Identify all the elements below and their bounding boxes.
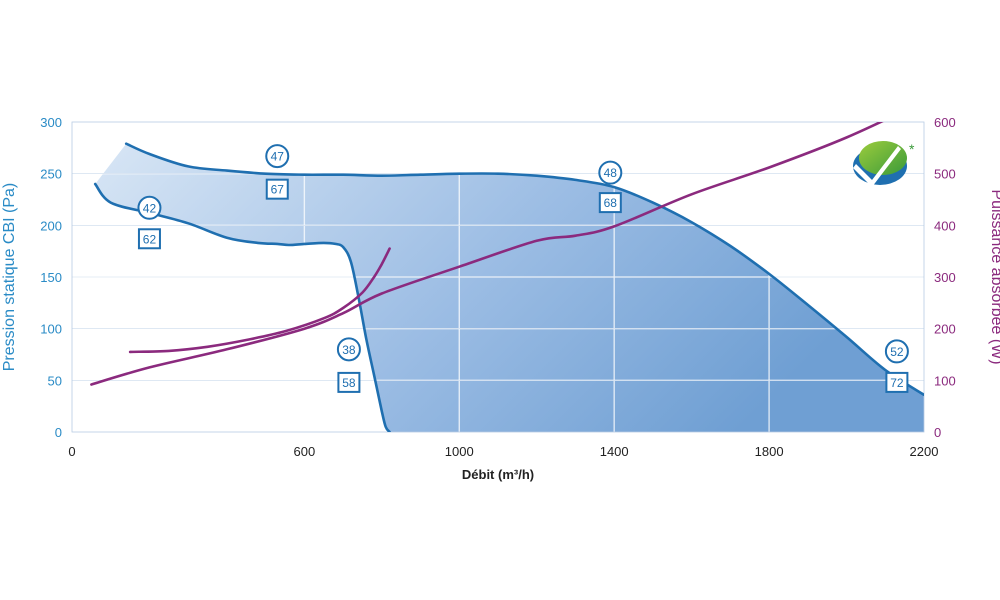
y-tick-left: 0 (55, 425, 62, 440)
marker-label: 58 (342, 376, 356, 390)
x-tick: 600 (294, 444, 316, 459)
operating-area (95, 143, 924, 432)
marker-label: 42 (143, 201, 157, 215)
marker-label: 47 (271, 150, 285, 164)
marker-circle: 47 (265, 144, 290, 169)
y-tick-right: 300 (934, 270, 956, 285)
marker-label: 67 (271, 183, 285, 197)
marker-label: 38 (342, 343, 356, 357)
x-tick: 1400 (600, 444, 629, 459)
pressure-curve-max (124, 142, 924, 397)
y-tick-left: 100 (40, 322, 62, 337)
y-tick-right: 500 (934, 167, 956, 182)
x-tick: 2200 (910, 444, 939, 459)
marker-square: 72 (885, 371, 909, 393)
marker-circle: 42 (137, 195, 162, 220)
plot-frame (71, 121, 925, 433)
y-tick-left: 200 (40, 218, 62, 233)
x-axis-title: Débit (m³/h) (462, 467, 534, 482)
marker-circle: 38 (336, 337, 361, 362)
curve-markers: 47 67 42 62 48 68 38 58 52 72 (137, 144, 909, 393)
y-tick-right: 100 (934, 373, 956, 388)
marker-square: 68 (598, 192, 622, 214)
certification-check-logo-icon: * (853, 141, 915, 187)
power-curve-max (90, 122, 884, 386)
x-tick: 1000 (445, 444, 474, 459)
x-tick: 1800 (755, 444, 784, 459)
marker-label: 48 (604, 166, 618, 180)
y-tick-left: 250 (40, 167, 62, 182)
marker-label: 52 (890, 345, 904, 359)
y-tick-left: 50 (48, 373, 62, 388)
marker-square: 58 (337, 371, 361, 393)
marker-circle: 52 (884, 339, 909, 364)
y-tick-left: 150 (40, 270, 62, 285)
power-curve-min (128, 247, 391, 354)
y-tick-right: 600 (934, 115, 956, 130)
marker-circle: 48 (598, 160, 623, 185)
y-axis-left-title: Pression statique CBI (Pa) (1, 183, 18, 372)
y-tick-left: 300 (40, 115, 62, 130)
marker-label: 72 (890, 376, 904, 390)
marker-label: 62 (143, 232, 157, 246)
y-tick-right: 0 (934, 425, 941, 440)
marker-square: 67 (265, 178, 289, 200)
x-tick: 0 (68, 444, 75, 459)
pressure-curve-min (93, 182, 391, 432)
marker-label: 68 (604, 196, 618, 210)
logo-asterisk: * (909, 141, 915, 157)
y-axis-right-title: Puissance absorbée (W) (988, 189, 1000, 364)
y-tick-right: 400 (934, 218, 956, 233)
y-tick-right: 200 (934, 322, 956, 337)
axis-ticks: 0 50 100 150 200 250 300 0 100 200 300 400 500 600 0 60… (40, 115, 955, 459)
marker-square: 62 (137, 228, 161, 250)
curves (90, 122, 924, 432)
